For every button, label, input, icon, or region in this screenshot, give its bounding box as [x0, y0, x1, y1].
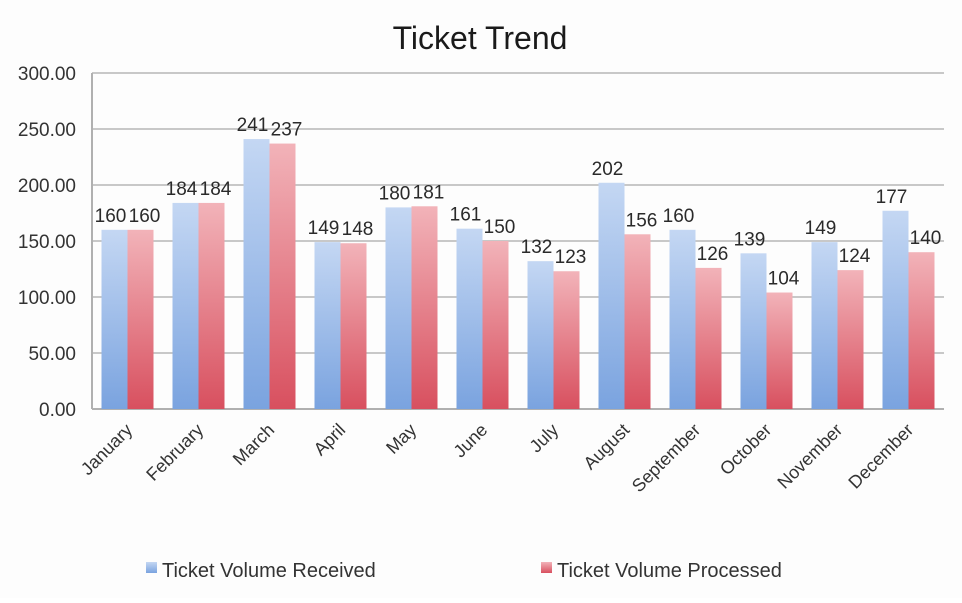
data-label-received: 139	[734, 229, 766, 250]
data-label-processed: 123	[555, 247, 587, 268]
bar-received	[669, 229, 696, 409]
data-label-received: 160	[663, 206, 695, 227]
data-label-processed: 150	[484, 217, 516, 238]
grid-layer	[92, 72, 944, 410]
x-tick-label: May	[382, 420, 420, 458]
data-label-received: 177	[876, 187, 908, 208]
x-tick-label: January	[77, 420, 136, 479]
data-label-processed: 160	[129, 206, 161, 227]
x-tick-label: October	[716, 420, 775, 479]
data-label-received: 202	[592, 159, 624, 180]
bar-received	[172, 202, 199, 409]
data-label-received: 160	[95, 206, 127, 227]
data-label-received: 180	[379, 183, 411, 204]
y-tick-label: 300.00	[18, 64, 76, 85]
bar-processed	[411, 206, 438, 409]
bar-processed	[269, 143, 296, 409]
bar-received	[598, 182, 625, 409]
bar-processed	[340, 243, 367, 409]
legend: Ticket Volume Received Ticket Volume Pro…	[146, 560, 782, 582]
y-tick-label: 100.00	[18, 288, 76, 309]
data-label-received: 132	[521, 237, 553, 258]
x-tick-label: February	[142, 420, 207, 485]
bar-received	[882, 210, 909, 409]
bar-processed	[695, 267, 722, 409]
data-label-processed: 148	[342, 219, 374, 240]
legend-label-processed: Ticket Volume Processed	[557, 560, 782, 582]
data-label-received: 149	[805, 218, 837, 239]
bar-processed	[908, 252, 935, 409]
y-tick-label: 50.00	[28, 344, 76, 365]
y-tick-label: 150.00	[18, 232, 76, 253]
data-label-processed: 184	[200, 179, 232, 200]
bar-processed	[553, 271, 580, 409]
bar-received	[101, 229, 128, 409]
data-label-processed: 156	[626, 210, 658, 231]
legend-swatch-processed	[541, 562, 552, 573]
bar-received	[740, 253, 767, 409]
data-label-received: 149	[308, 218, 340, 239]
bar-processed	[624, 234, 651, 409]
data-label-received: 184	[166, 179, 198, 200]
legend-label-received: Ticket Volume Received	[162, 560, 376, 582]
x-tick-label: April	[310, 420, 350, 460]
legend-swatch-received	[146, 562, 157, 573]
x-tick-label: July	[526, 420, 563, 457]
data-label-processed: 124	[839, 246, 871, 267]
data-label-processed: 104	[768, 269, 800, 290]
bar-received	[243, 139, 270, 409]
bar-processed	[766, 292, 793, 409]
bar-received	[314, 242, 341, 409]
bar-processed	[198, 202, 225, 409]
x-tick-label: November	[773, 420, 846, 493]
bar-processed	[837, 270, 864, 409]
y-tick-label: 0.00	[39, 400, 76, 421]
bar-processed	[127, 229, 154, 409]
y-tick-label: 200.00	[18, 176, 76, 197]
x-tick-label: September	[628, 420, 704, 496]
data-label-received: 241	[237, 115, 269, 136]
y-tick-label: 250.00	[18, 120, 76, 141]
data-label-processed: 126	[697, 244, 729, 265]
data-label-processed: 181	[413, 182, 445, 203]
x-tick-label: December	[844, 420, 917, 493]
data-label-processed: 237	[271, 120, 303, 141]
x-tick-label: August	[580, 420, 634, 474]
bar-processed	[482, 241, 509, 409]
bars-layer	[101, 139, 935, 409]
x-tick-label: June	[450, 420, 492, 462]
data-label-processed: 140	[910, 228, 942, 249]
bar-received	[527, 261, 554, 409]
chart-title: Ticket Trend	[393, 20, 568, 56]
data-label-received: 161	[450, 205, 482, 226]
bar-received	[811, 242, 838, 409]
bar-received	[456, 228, 483, 409]
x-tick-label: March	[229, 420, 279, 470]
bar-received	[385, 207, 412, 409]
